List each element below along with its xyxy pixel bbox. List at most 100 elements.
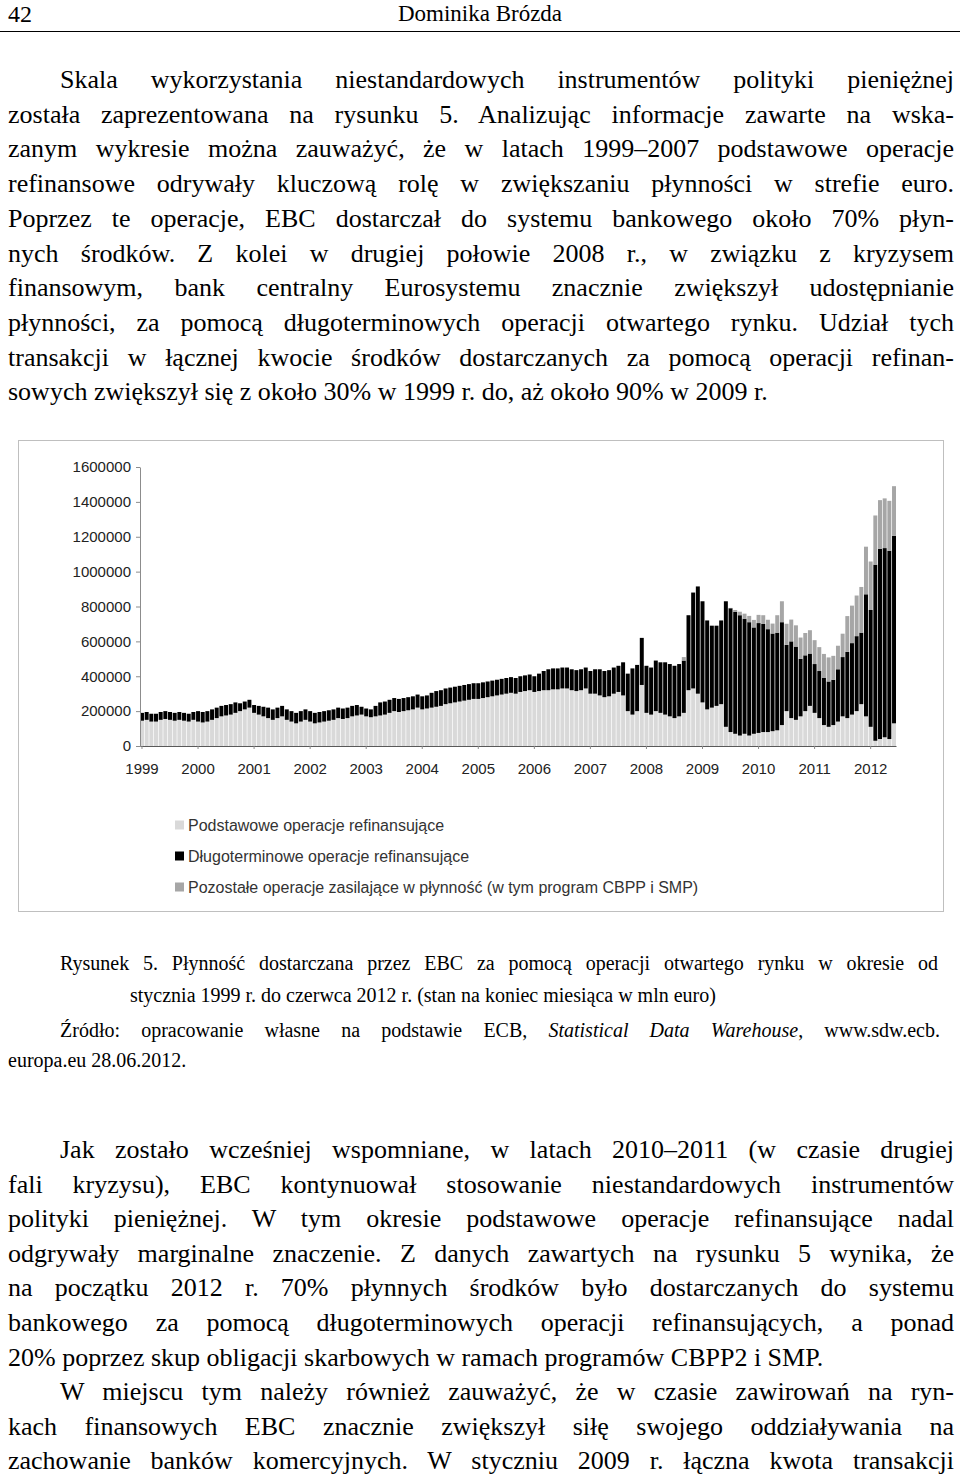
bar (635, 711, 639, 746)
line-content: europa.eu 28.06.2012. (8, 1049, 186, 1071)
x-tick: 2010 (742, 746, 775, 777)
bar (229, 704, 233, 714)
bar (369, 709, 373, 717)
bar (350, 706, 354, 716)
x-tick-mark (310, 746, 311, 749)
bar (411, 709, 415, 746)
bar (658, 662, 662, 713)
x-tick: 2012 (854, 746, 887, 777)
bar (182, 721, 186, 746)
bar (430, 692, 434, 693)
bar (598, 669, 602, 695)
bar (425, 695, 429, 708)
bar (416, 695, 420, 708)
bar (261, 716, 265, 746)
x-tick-mark (646, 746, 647, 749)
bar (855, 636, 859, 711)
text-run: nych środków. Z kolei w drugiej połowie … (8, 239, 954, 268)
bar (317, 712, 321, 722)
x-tick-mark (870, 746, 871, 749)
bar (869, 562, 873, 610)
bar (294, 713, 298, 723)
y-tick: 400000 (81, 668, 140, 685)
bar (831, 680, 835, 725)
bar (691, 688, 695, 746)
paragraph-line: została zaprezentowana na rysunku 5. Ana… (8, 98, 954, 132)
bar (187, 713, 191, 714)
bar (556, 668, 560, 669)
bar (602, 671, 606, 672)
bar (495, 680, 499, 696)
bar (303, 709, 307, 710)
bar (733, 734, 737, 746)
bar (317, 722, 321, 746)
bar (668, 716, 672, 746)
bar (434, 691, 438, 707)
chart-frame (19, 441, 944, 912)
bar (710, 625, 714, 626)
legend-item: Pozostałe operacje zasilające w płynność… (175, 879, 698, 896)
bar (668, 664, 672, 665)
paragraph-line: Skala wykorzystania niestandardowych ins… (60, 63, 954, 97)
bar (537, 674, 541, 691)
bar (621, 695, 625, 746)
bar (738, 612, 742, 615)
bar (528, 690, 532, 746)
bar (607, 696, 611, 746)
legend-item: Długoterminowe operacje refinansujące (175, 848, 469, 865)
line-content: zanym wykresie można zauważyć, że w lata… (8, 134, 954, 163)
bar (766, 732, 770, 746)
bar (434, 707, 438, 746)
bar (280, 706, 284, 716)
bar (388, 713, 392, 746)
bar (677, 716, 681, 746)
bar (346, 707, 350, 708)
bar (177, 720, 181, 746)
bar (724, 727, 728, 746)
bar (682, 657, 686, 660)
line-content: zachowanie banków komercyjnych. W styczn… (8, 1446, 954, 1475)
bar (864, 547, 868, 595)
bar (402, 698, 406, 699)
bar (275, 707, 279, 708)
legend: Podstawowe operacje refinansująceDługote… (175, 817, 698, 896)
bar (626, 673, 630, 674)
bar (822, 678, 826, 725)
bar (439, 706, 443, 746)
bar (149, 714, 153, 722)
bar (588, 671, 592, 694)
bar (789, 620, 793, 642)
bar (649, 668, 653, 715)
line-content: Skala wykorzystania niestandardowych ins… (60, 65, 954, 94)
running-head: Dominika Brózda (0, 0, 960, 28)
bar (364, 708, 368, 709)
line-content: odgrywały marginalne znaczenie. Z danych… (8, 1239, 954, 1268)
bar (332, 720, 336, 746)
y-tick-mark (136, 502, 140, 503)
bar (374, 706, 378, 716)
bar (257, 715, 261, 746)
bar (747, 622, 751, 735)
bar (523, 675, 527, 676)
bar (696, 694, 700, 746)
bar (864, 716, 868, 746)
bar (640, 638, 644, 685)
bar (458, 702, 462, 746)
bar (392, 698, 396, 711)
text-run: została zaprezentowana na rysunku 5. Ana… (8, 100, 954, 129)
bar (794, 720, 798, 746)
bar (701, 601, 705, 602)
bar (215, 707, 219, 708)
page: 42Dominika BrózdaSkala wykorzystania nie… (0, 0, 960, 1476)
bar (219, 706, 223, 716)
bar (336, 708, 340, 718)
bar (574, 670, 578, 691)
bar (635, 664, 639, 665)
bar (303, 720, 307, 746)
line-content: Rysunek 5. Płynność dostarczana przez EB… (60, 952, 938, 974)
bar (448, 687, 452, 688)
line-content: Jak zostało wcześniej wspomniane, w lata… (60, 1135, 954, 1164)
bar (542, 671, 546, 690)
text-run: finansowym, bank centralny Eurosystemu z… (8, 273, 954, 302)
bar (710, 708, 714, 746)
